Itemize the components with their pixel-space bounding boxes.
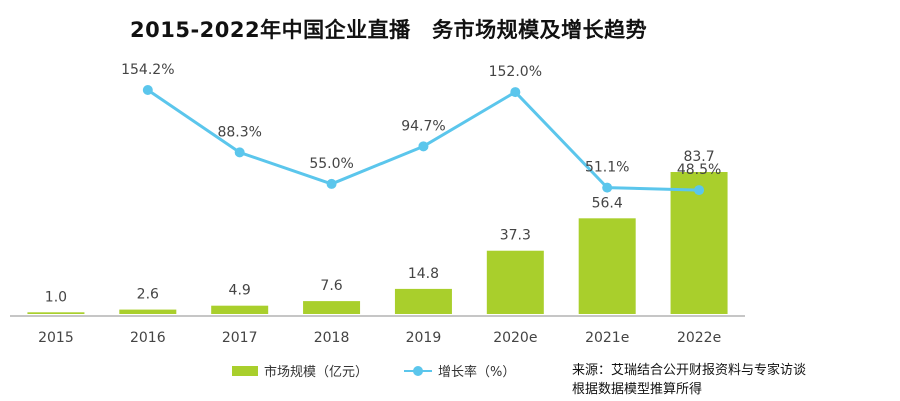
- line-value-label: 88.3%: [217, 124, 261, 140]
- line-point: [326, 178, 337, 189]
- line-value-label: 55.0%: [309, 156, 353, 172]
- chart-title: 2015-2022年中国企业直播 务市场规模及增长趋势: [130, 18, 648, 42]
- x-tick-label: 2022e: [677, 330, 721, 346]
- line-point: [510, 87, 521, 98]
- legend-item-line[interactable]: 增长率（%）: [404, 361, 515, 380]
- x-tick-label: 2018: [314, 330, 350, 346]
- x-tick-label: 2021e: [585, 330, 629, 346]
- legend-line-swatch: [404, 365, 433, 377]
- bar-value-label: 1.0: [45, 289, 67, 305]
- x-tick-label: 2020e: [493, 330, 537, 346]
- legend-line-label: 增长率（%）: [438, 365, 516, 380]
- line-value-label: 48.5%: [677, 162, 721, 178]
- legend: 市场规模（亿元） 增长率（%）: [232, 361, 551, 380]
- line-value-label: 94.7%: [401, 118, 445, 134]
- bar: [578, 218, 636, 314]
- source-note: 来源：艾瑞结合公开财报资料与专家访谈 根据数据模型推算所得: [572, 361, 806, 399]
- legend-item-bar[interactable]: 市场规模（亿元）: [232, 361, 368, 380]
- bar: [27, 312, 85, 314]
- bar-value-label: 2.6: [137, 287, 159, 303]
- line-point: [418, 141, 429, 152]
- legend-bar-label: 市场规模（亿元）: [264, 365, 369, 380]
- x-tick-label: 2016: [130, 330, 166, 346]
- bar-value-label: 7.6: [320, 278, 342, 294]
- bar-value-label: 56.4: [592, 195, 623, 211]
- line-point: [142, 85, 153, 95]
- line-value-label: 154.2%: [121, 62, 174, 78]
- bar-value-label: 4.9: [229, 283, 251, 299]
- bar: [670, 172, 728, 314]
- bar-value-label: 37.3: [500, 228, 531, 244]
- line-point: [602, 182, 613, 193]
- bar: [119, 309, 177, 314]
- bar-value-label: 83.7: [683, 149, 714, 165]
- bar: [211, 305, 269, 314]
- x-tick-label: 2017: [222, 330, 258, 346]
- x-tick-label: 2019: [406, 330, 442, 346]
- line-point: [694, 185, 705, 196]
- x-tick-label: 2015: [38, 330, 74, 346]
- line-value-label: 51.1%: [585, 160, 629, 176]
- line-value-label: 152.0%: [489, 64, 542, 80]
- legend-bar-swatch: [232, 365, 258, 376]
- bar: [394, 288, 452, 314]
- line-point: [234, 147, 245, 158]
- bar: [486, 250, 544, 314]
- source-line-2: 根据数据模型推算所得: [572, 382, 703, 397]
- bar: [303, 301, 361, 314]
- bar-value-label: 14.8: [408, 266, 439, 282]
- source-line-1: 来源：艾瑞结合公开财报资料与专家访谈: [572, 363, 807, 378]
